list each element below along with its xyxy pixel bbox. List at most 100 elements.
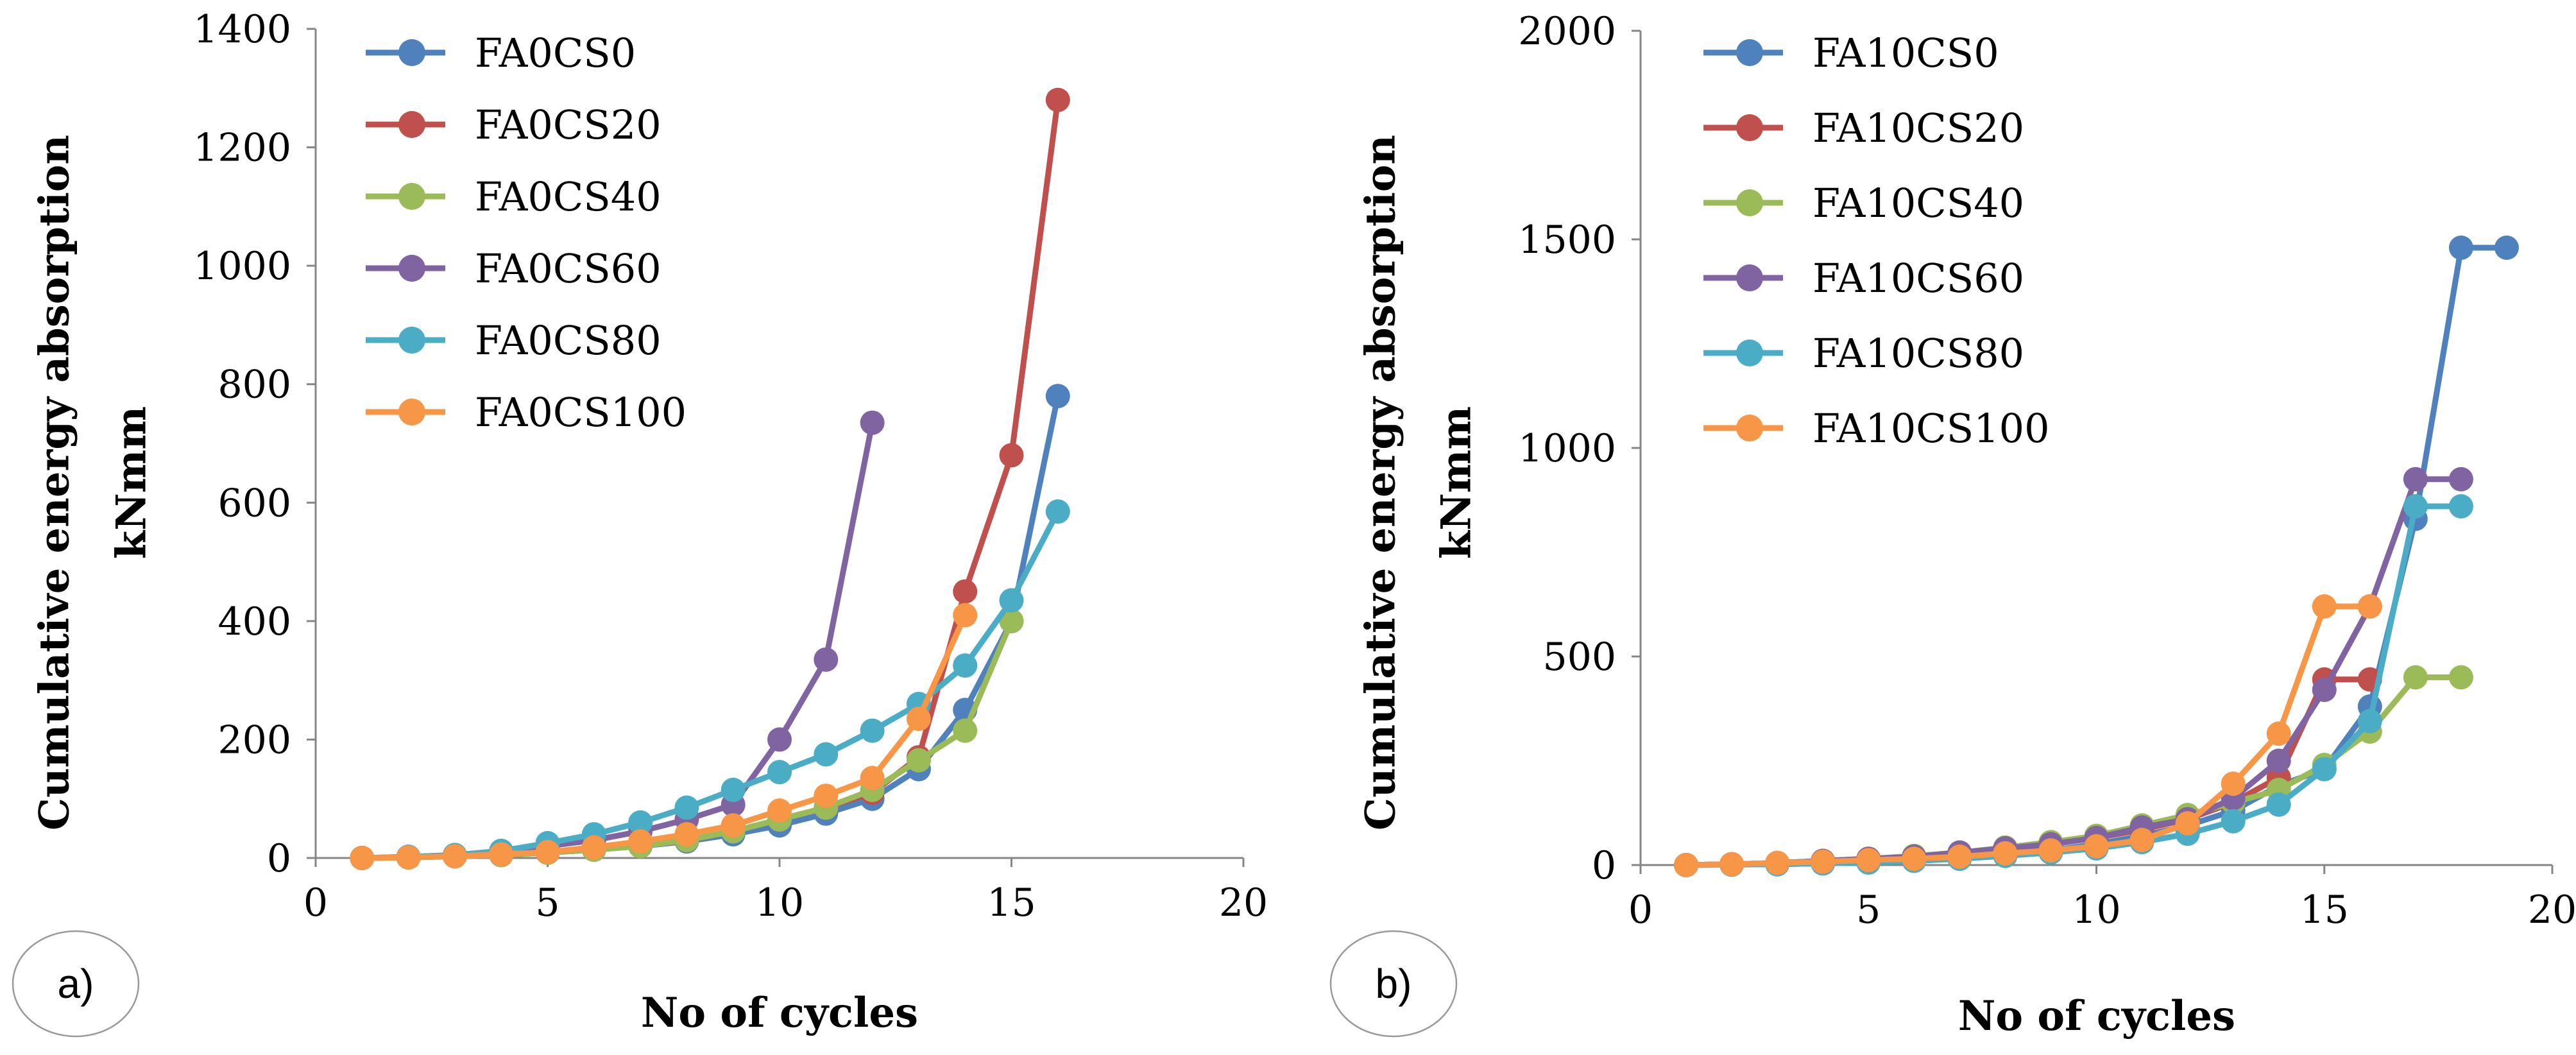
data-point [674, 795, 699, 820]
data-point [350, 846, 375, 870]
legend-item: FA10CS0 [1703, 30, 1999, 76]
panel-label-badge: a) [12, 930, 140, 1038]
data-point [860, 766, 885, 791]
y-tick-label: 1500 [1518, 218, 1616, 262]
data-point [1045, 384, 1070, 409]
y-tick-label: 600 [218, 481, 291, 526]
data-point [489, 842, 514, 867]
data-point [2448, 665, 2473, 690]
y-axis-unit: kNmm [1433, 406, 1481, 559]
series-FA10CS60 [1674, 467, 2473, 877]
x-tick-label: 20 [2528, 888, 2576, 932]
legend-label: FA0CS20 [475, 101, 661, 148]
data-point [999, 608, 1024, 633]
data-point [628, 810, 653, 835]
legend-marker [1736, 415, 1763, 442]
data-point [860, 410, 885, 435]
series-line [1683, 476, 2464, 868]
legend-item: FA0CS20 [366, 101, 661, 148]
legend-label: FA0CS100 [475, 389, 687, 436]
series-line [359, 420, 876, 861]
data-point [1045, 87, 1070, 112]
series-line [1683, 674, 2464, 868]
legend-label: FA10CS0 [1813, 30, 1999, 76]
series-line [359, 97, 1061, 861]
legend-item: FA0CS100 [366, 389, 687, 436]
legend-marker [398, 399, 425, 425]
y-axis-title: Cumulative energy absorption [1357, 135, 1405, 830]
y-tick-label: 500 [1542, 635, 1616, 680]
legend-marker [1736, 264, 1763, 291]
legend-item: FA0CS60 [366, 245, 661, 292]
legend-item: FA0CS40 [366, 173, 661, 220]
data-point [2221, 771, 2246, 796]
data-point [999, 588, 1024, 613]
data-point [1947, 845, 1972, 869]
legend-marker [398, 111, 425, 138]
y-tick-label: 800 [218, 363, 291, 407]
x-tick-label: 0 [1628, 888, 1653, 932]
data-point [906, 707, 931, 732]
legend-marker [398, 255, 425, 282]
data-point [2357, 594, 2382, 619]
data-point [721, 777, 746, 802]
data-point [953, 579, 978, 604]
x-axis-title: No of cycles [1958, 992, 2235, 1040]
series-FA10CS0 [1674, 236, 2519, 877]
legend-item: FA0CS0 [366, 30, 636, 76]
legend-marker [1736, 114, 1763, 141]
legend-marker [398, 183, 425, 210]
data-point [442, 844, 467, 869]
chart-panel-b: 0 500 1000 1500 2000 0 5 10 15 20 FA10CS0 FA10CS20 F… [1329, 9, 2576, 1040]
legend-item: FA10CS20 [1703, 105, 2024, 151]
data-point [2221, 809, 2246, 834]
legend-marker [1736, 39, 1763, 66]
series-line [1683, 503, 2464, 868]
legend-label: FA0CS60 [475, 245, 661, 292]
data-point [2175, 811, 2200, 836]
y-tick-label: 1000 [1518, 426, 1616, 471]
x-axis-title: No of cycles [641, 989, 918, 1037]
data-point [535, 839, 560, 864]
legend-marker [1736, 339, 1763, 366]
x-tick-label: 10 [755, 880, 804, 925]
series-FA10CS80 [1674, 494, 2473, 877]
x-tick-label: 15 [2300, 888, 2349, 932]
data-point [2084, 834, 2109, 859]
series-FA10CS100 [1674, 594, 2382, 877]
data-point [2403, 665, 2428, 690]
x-tick-label: 5 [535, 880, 559, 925]
x-tick-label: 10 [2072, 888, 2120, 932]
data-point [767, 798, 792, 823]
legend-marker [1736, 189, 1763, 216]
data-point [2494, 236, 2519, 260]
legend-item: FA10CS80 [1703, 330, 2024, 377]
data-point [674, 822, 699, 847]
legend-item: FA10CS100 [1703, 405, 2050, 452]
data-point [814, 647, 839, 672]
data-point [2448, 494, 2473, 519]
legend-label: FA10CS60 [1813, 255, 2024, 302]
y-tick-label: 200 [218, 717, 291, 762]
data-point [2448, 236, 2473, 260]
x-tick-label: 15 [987, 880, 1036, 925]
y-tick-label: 0 [1592, 843, 1616, 888]
data-point [814, 742, 839, 767]
data-point [2448, 467, 2473, 492]
data-point [2357, 708, 2382, 733]
data-point [906, 748, 931, 773]
legend-marker [398, 39, 425, 66]
data-point [1765, 850, 1790, 875]
panel-label: a) [58, 961, 94, 1007]
data-point [721, 813, 746, 838]
series-FA0CS20 [350, 87, 1070, 870]
data-point [1045, 499, 1070, 524]
data-point [2312, 678, 2337, 702]
legend-item: FA0CS80 [366, 317, 661, 364]
data-point [953, 603, 978, 628]
legend-label: FA0CS40 [475, 173, 661, 220]
y-tick-label: 1200 [193, 126, 291, 171]
y-tick-label: 2000 [1518, 9, 1616, 54]
data-point [2266, 721, 2291, 746]
